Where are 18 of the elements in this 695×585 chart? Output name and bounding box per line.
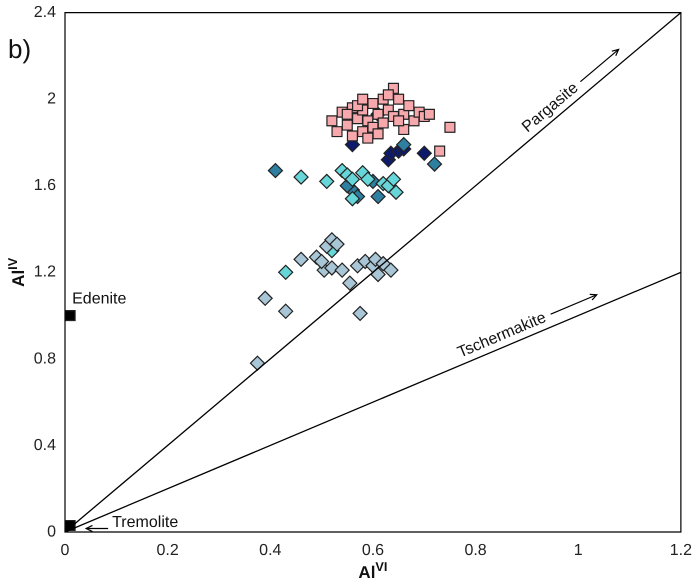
x-tick-label: 0.2 [156,542,179,560]
y-tick-label: 0.4 [34,436,56,454]
x-tick-label: 0 [60,542,70,560]
y-tick-label: 2.4 [34,4,56,22]
x-tick-label: 0.8 [464,542,487,560]
y-axis-title: AlIV [5,257,28,287]
y-tick-label: 0 [47,523,56,540]
annotation: Edenite [72,290,126,308]
x-tick-label: 1.2 [670,542,692,560]
annotation: Tremolite [112,514,178,531]
x-tick-label: 0.4 [259,542,282,560]
y-tick-label: 1.2 [34,264,56,281]
x-tick-label: 0.6 [362,542,384,560]
y-tick-label: 1.6 [34,177,56,194]
y-tick-label: 2 [47,90,56,108]
text: b) [8,34,32,64]
y-tick-label: 0.8 [34,350,56,368]
x-tick-label: 1 [574,542,583,560]
